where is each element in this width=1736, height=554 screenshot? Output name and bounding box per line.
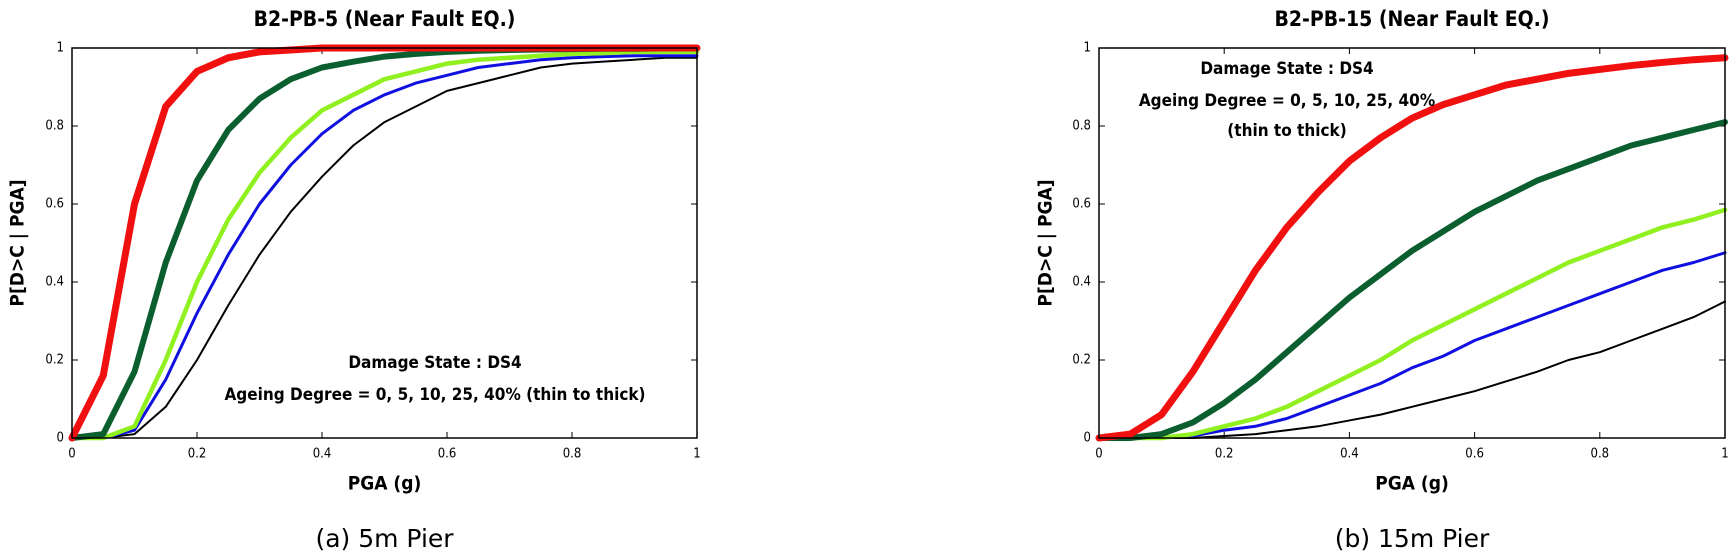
annotation: Ageing Degree = 0, 5, 10, 25, 40% (thin …	[224, 385, 645, 405]
x-tick-label: 0	[68, 447, 75, 462]
x-tick-label: 0.4	[313, 447, 332, 462]
y-tick-label: 0.4	[45, 275, 64, 290]
plot-frame	[71, 47, 698, 439]
x-tick-label: 1	[1721, 447, 1728, 462]
chart-title: B2-PB-15 (Near Fault EQ.)	[1275, 7, 1550, 31]
curve	[1096, 207, 1728, 441]
x-tick-label: 0.4	[1340, 447, 1359, 462]
annotation: Damage State : DS4	[1200, 59, 1373, 79]
y-tick-label: 1	[57, 41, 64, 56]
chart-title: B2-PB-5 (Near Fault EQ.)	[254, 7, 516, 31]
curve	[1096, 119, 1728, 441]
y-tick-label: 0.8	[1072, 119, 1091, 134]
y-tick-label: 0.6	[1072, 197, 1091, 212]
plot-frame	[1098, 47, 1726, 439]
y-tick-label: 0	[1084, 431, 1091, 446]
caption: (a) 5m Pier	[315, 524, 454, 553]
y-tick-label: 0.2	[45, 353, 64, 368]
x-tick-label: 0.8	[563, 447, 582, 462]
x-tick-label: 0	[1095, 447, 1102, 462]
y-tick-label: 0.4	[1072, 275, 1091, 290]
caption: (b) 15m Pier	[1335, 524, 1490, 553]
curve	[1097, 251, 1727, 440]
annotation: Ageing Degree = 0, 5, 10, 25, 40%	[1139, 91, 1435, 111]
y-tick-label: 0.8	[45, 119, 64, 134]
y-axis-label: P[D>C | PGA]	[1035, 179, 1057, 306]
x-axis-label: PGA (g)	[348, 473, 422, 495]
y-tick-label: 0	[57, 431, 64, 446]
curve	[70, 54, 699, 440]
curve	[1095, 54, 1729, 442]
curve	[69, 49, 700, 441]
curve	[71, 56, 698, 439]
y-tick-label: 0.6	[45, 197, 64, 212]
x-tick-label: 0.2	[1215, 447, 1234, 462]
y-tick-label: 1	[1084, 41, 1091, 56]
annotation: Damage State : DS4	[348, 353, 521, 373]
x-tick-label: 0.8	[1591, 447, 1610, 462]
x-tick-label: 1	[693, 447, 700, 462]
x-tick-label: 0.6	[438, 447, 457, 462]
annotation: (thin to thick)	[1227, 121, 1346, 141]
y-tick-label: 0.2	[1072, 353, 1091, 368]
x-tick-label: 0.6	[1465, 447, 1484, 462]
y-axis-label: P[D>C | PGA]	[7, 179, 29, 306]
x-tick-label: 0.2	[188, 447, 207, 462]
x-axis-label: PGA (g)	[1375, 473, 1449, 495]
